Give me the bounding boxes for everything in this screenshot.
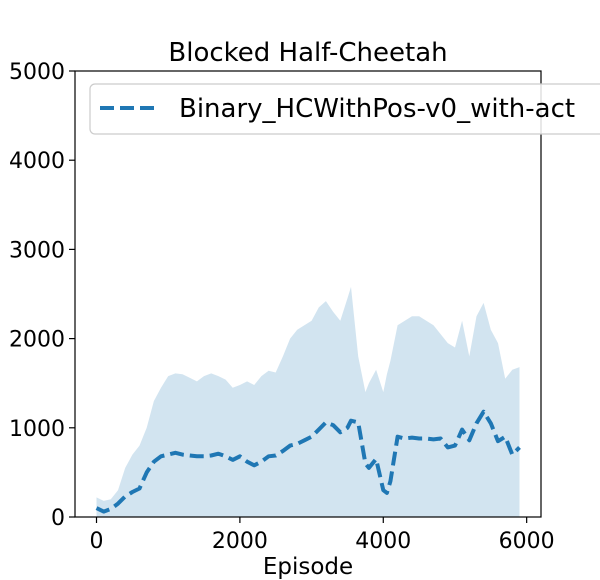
x-tick-label: 6000	[499, 529, 555, 554]
legend: Binary_HCWithPos-v0_with-act	[89, 83, 600, 135]
x-tick-label: 2000	[212, 529, 268, 554]
y-tick-label: 5000	[9, 60, 65, 85]
y-tick-label: 4000	[9, 149, 65, 174]
plot-series-group	[95, 286, 521, 517]
y-tick-label: 0	[51, 506, 65, 531]
chart-title: Blocked Half-Cheetah	[168, 38, 447, 68]
plot-area: 0 1000 2000 3000 4000 5000 0 2000 4000 6000 Binary…	[9, 60, 600, 554]
y-tick-label: 1000	[9, 417, 65, 442]
x-axis-label: Episode	[263, 554, 353, 580]
legend-box	[89, 83, 600, 135]
x-tick-label: 4000	[355, 529, 411, 554]
y-tick-label: 3000	[9, 238, 65, 263]
x-tick-label: 0	[90, 529, 104, 554]
y-tick-label: 2000	[9, 328, 65, 353]
series-0-band	[96, 286, 520, 517]
legend-label: Binary_HCWithPos-v0_with-act	[179, 94, 575, 124]
series-0-line	[95, 409, 521, 514]
axes-frame	[74, 70, 542, 518]
